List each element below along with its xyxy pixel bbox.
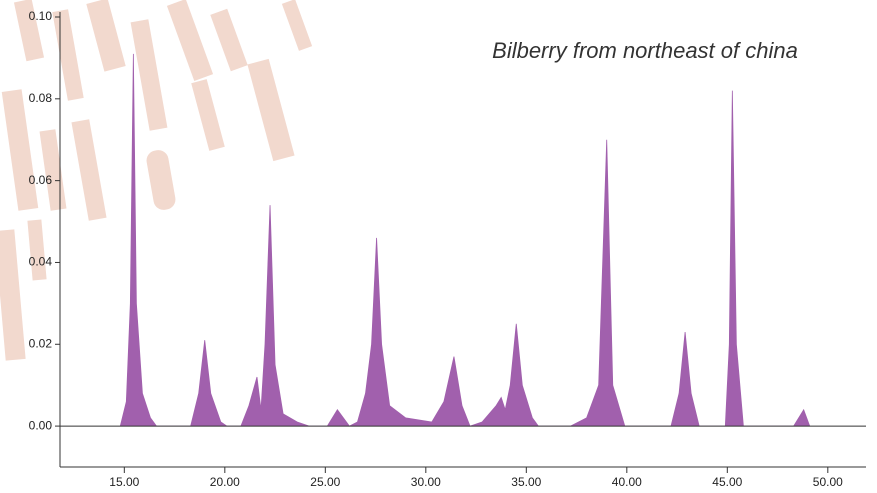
- x-tick-label: 15.00: [109, 475, 139, 489]
- y-tick-label: 0.04: [29, 255, 53, 269]
- background-decoration: [0, 0, 313, 361]
- y-tick-label: 0.10: [29, 9, 53, 23]
- x-tick-label: 45.00: [712, 475, 742, 489]
- y-tick-label: 0.02: [29, 336, 53, 350]
- x-tick-label: 40.00: [612, 475, 642, 489]
- chart-title: Bilberry from northeast of china: [492, 38, 798, 63]
- x-tick-label: 20.00: [210, 475, 240, 489]
- x-tick-label: 25.00: [310, 475, 340, 489]
- y-tick-label: 0.06: [29, 173, 53, 187]
- x-tick-label: 50.00: [813, 475, 843, 489]
- plot-area: 0.00 0.02 0.04 0.06 0.08 0.10 15.00 20.00 25.00 3…: [29, 9, 866, 489]
- y-tick-label: 0.00: [29, 418, 53, 432]
- area: [119, 53, 811, 427]
- x-tick-label: 30.00: [411, 475, 441, 489]
- x-tick-label: 35.00: [511, 475, 541, 489]
- y-tick-label: 0.08: [29, 91, 53, 105]
